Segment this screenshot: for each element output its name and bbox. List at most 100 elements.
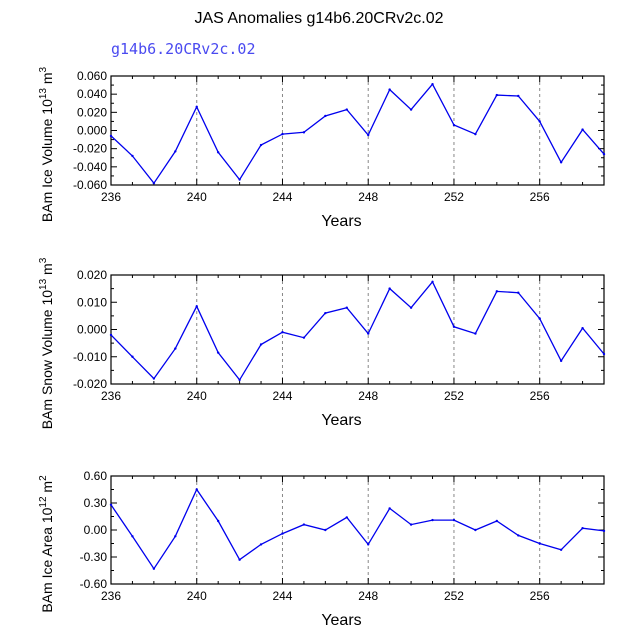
ice-volume-point-246 (324, 114, 327, 118)
snow-volume-point-257 (559, 359, 563, 363)
ice-area-point-249 (388, 507, 391, 510)
ice-volume-point-237 (131, 154, 134, 158)
snow-volume-point-252 (452, 325, 456, 328)
ice-area-point-241 (216, 519, 220, 523)
ice-volume-point-242 (238, 178, 241, 181)
snow-volume-point-248 (367, 332, 370, 335)
ice-area-point-248 (367, 543, 370, 546)
ice-volume-point-239 (174, 150, 177, 153)
ice-volume-y-axis-label: BAm Ice Volume 1013 m3 (38, 66, 55, 222)
ice-area-xtick-label: 244 (272, 589, 292, 603)
snow-volume-point-250 (409, 306, 413, 309)
ice-area-ytick-label: -0.30 (80, 550, 108, 564)
chart-title: JAS Anomalies g14b6.20CRv2c.02 (194, 10, 443, 27)
ice-volume-point-259 (602, 152, 606, 156)
ice-area-point-240 (195, 488, 198, 491)
ice-area-point-251 (431, 518, 434, 522)
ice-volume-x-axis-label: Years (321, 213, 361, 230)
ice-volume-ytick-label: -0.020 (73, 142, 107, 156)
ice-volume-xtick-label: 244 (272, 190, 292, 204)
ice-area-point-258 (581, 527, 584, 530)
snow-volume-point-259 (602, 352, 606, 356)
ice-area-point-246 (324, 528, 327, 532)
snow-volume-point-246 (324, 311, 327, 315)
ice-area-xtick-label: 236 (101, 589, 121, 603)
ice-area-point-250 (409, 523, 413, 526)
snow-volume-point-253 (474, 332, 477, 335)
ice-area-ytick-label: 0.00 (84, 523, 108, 537)
ice-volume-ytick-label: -0.060 (73, 178, 107, 192)
ice-area-series-line (110, 488, 605, 570)
ice-volume-point-251 (431, 82, 434, 86)
ice-volume-xtick-label: 240 (187, 190, 207, 204)
snow-volume-ytick-label: 0.020 (77, 268, 107, 282)
ice-volume-point-248 (367, 133, 370, 137)
snow-volume-point-240 (195, 305, 198, 308)
ice-area-ytick-label: -0.60 (80, 577, 108, 591)
ice-volume-point-241 (216, 151, 220, 154)
ice-area-xtick-label: 248 (358, 589, 378, 603)
panel-snow-volume: -0.020 -0.010 0.000 0.010 0.020 236 240 244 248 2… (38, 257, 606, 429)
snow-volume-point-251 (431, 280, 434, 284)
ice-area-point-245 (302, 523, 306, 526)
snow-volume-point-256 (538, 317, 541, 320)
ice-volume-ytick-label: 0.020 (77, 105, 107, 119)
ice-volume-point-238 (152, 181, 156, 185)
ice-volume-point-236 (109, 134, 113, 138)
ice-volume-ytick-label: 0.000 (77, 124, 107, 138)
ice-area-point-257 (559, 548, 563, 551)
ice-area-xtick-label: 252 (444, 589, 464, 603)
ice-area-point-252 (452, 518, 456, 522)
snow-volume-ytick-label: 0.010 (77, 295, 107, 309)
ice-area-ytick-label: 0.30 (84, 496, 108, 510)
ice-volume-ytick-label: 0.040 (77, 87, 107, 101)
snow-volume-point-254 (495, 290, 499, 293)
ice-area-point-236 (109, 503, 113, 506)
ice-volume-point-245 (302, 131, 306, 134)
snow-volume-ytick-label: -0.020 (73, 377, 107, 391)
ice-area-point-254 (495, 519, 499, 523)
snow-volume-point-238 (152, 377, 156, 380)
ice-volume-point-249 (388, 88, 391, 91)
ice-volume-point-243 (259, 143, 263, 147)
ice-volume-point-257 (559, 161, 563, 164)
snow-volume-point-236 (109, 333, 113, 337)
ice-area-point-253 (474, 528, 477, 532)
ice-area-point-238 (152, 567, 156, 570)
ice-area-ytick-label: 0.60 (84, 469, 108, 483)
snow-volume-point-241 (216, 351, 220, 354)
snow-volume-series-line (110, 280, 605, 382)
panel-ice-volume: -0.060 -0.040 -0.020 0.000 0.020 0.040 0.060 23… (38, 66, 606, 230)
snow-volume-point-247 (345, 306, 348, 309)
snow-volume-point-245 (302, 336, 306, 339)
ice-volume-point-250 (409, 108, 413, 111)
snow-volume-point-243 (259, 343, 263, 346)
ice-area-xtick-label: 256 (530, 589, 550, 603)
snow-volume-point-249 (388, 287, 391, 290)
snow-volume-xtick-label: 240 (187, 389, 207, 403)
ice-area-y-axis-label: BAm Ice Area 1012 m2 (38, 475, 55, 613)
snow-volume-xtick-label: 252 (444, 389, 464, 403)
snow-volume-y-axis-label: BAm Snow Volume 1013 m3 (38, 257, 55, 429)
panel-ice-area: -0.60 -0.30 0.00 0.30 0.60 236 240 244 248 252 256… (38, 469, 606, 629)
ice-area-point-239 (174, 535, 177, 538)
ice-area-x-axis-label: Years (321, 612, 361, 629)
snow-volume-point-239 (174, 347, 177, 350)
ice-area-point-242 (238, 558, 241, 561)
snow-volume-point-255 (517, 291, 520, 294)
ice-volume-point-256 (538, 120, 541, 123)
ice-area-point-256 (538, 542, 541, 545)
ice-volume-series-line (110, 83, 605, 185)
ice-area-point-237 (131, 535, 134, 538)
ice-volume-ytick-label: 0.060 (77, 69, 107, 83)
ice-volume-point-255 (517, 94, 520, 98)
chart-subtitle: g14b6.20CRv2c.02 (111, 40, 256, 58)
snow-volume-point-244 (281, 331, 284, 334)
ice-volume-point-258 (581, 128, 584, 131)
snow-volume-ytick-label: -0.010 (73, 350, 107, 364)
snow-volume-xtick-label: 244 (272, 389, 292, 403)
ice-volume-point-254 (495, 93, 499, 97)
ice-area-point-255 (517, 534, 520, 537)
ice-volume-ytick-label: -0.040 (73, 160, 107, 174)
